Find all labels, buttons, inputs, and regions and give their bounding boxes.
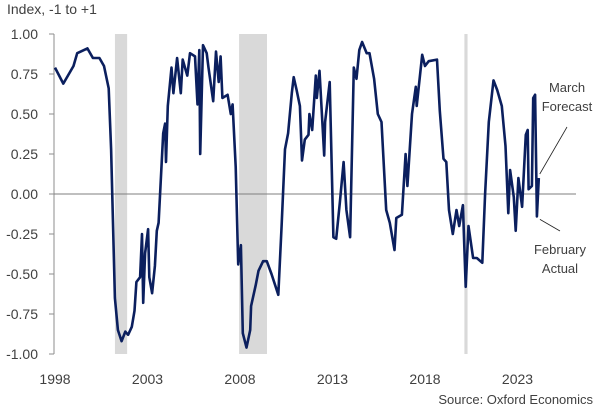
annotations: March Forecast February Actual [534,80,593,276]
y-tick-label: -1.00 [6,346,38,362]
y-axis-title: Index, -1 to +1 [7,1,97,17]
y-tick-label: 0.75 [11,66,38,82]
x-tick-label: 2003 [132,371,163,387]
axes [49,33,576,355]
annotation-label: Actual [542,261,578,276]
x-tick-label: 1998 [39,371,70,387]
actual-leader-line [539,219,561,232]
y-tick-label: -0.25 [6,226,38,242]
annotation-label: February [534,242,587,257]
source-note: Source: Oxford Economics [438,392,593,407]
x-tick-label: 2023 [502,371,533,387]
x-tick-label: 2008 [224,371,255,387]
y-tick-label: 1.00 [11,26,38,42]
y-tick-label: 0.25 [11,146,38,162]
y-tick-label: -0.50 [6,266,38,282]
series-line [53,40,541,349]
annotation-label: March [549,80,585,95]
y-tick-label: -0.75 [6,306,38,322]
x-tick-label: 2018 [409,371,440,387]
tick-labels: 1.00 0.75 0.50 0.25 0.00 -0.25 -0.50 -0.75 -1.00… [6,26,533,387]
annotation-label: Forecast [542,99,593,114]
y-tick-label: 0.50 [11,106,38,122]
forecast-leader-line [539,126,568,175]
x-tick-label: 2013 [317,371,348,387]
y-tick-label: 0.00 [11,186,38,202]
